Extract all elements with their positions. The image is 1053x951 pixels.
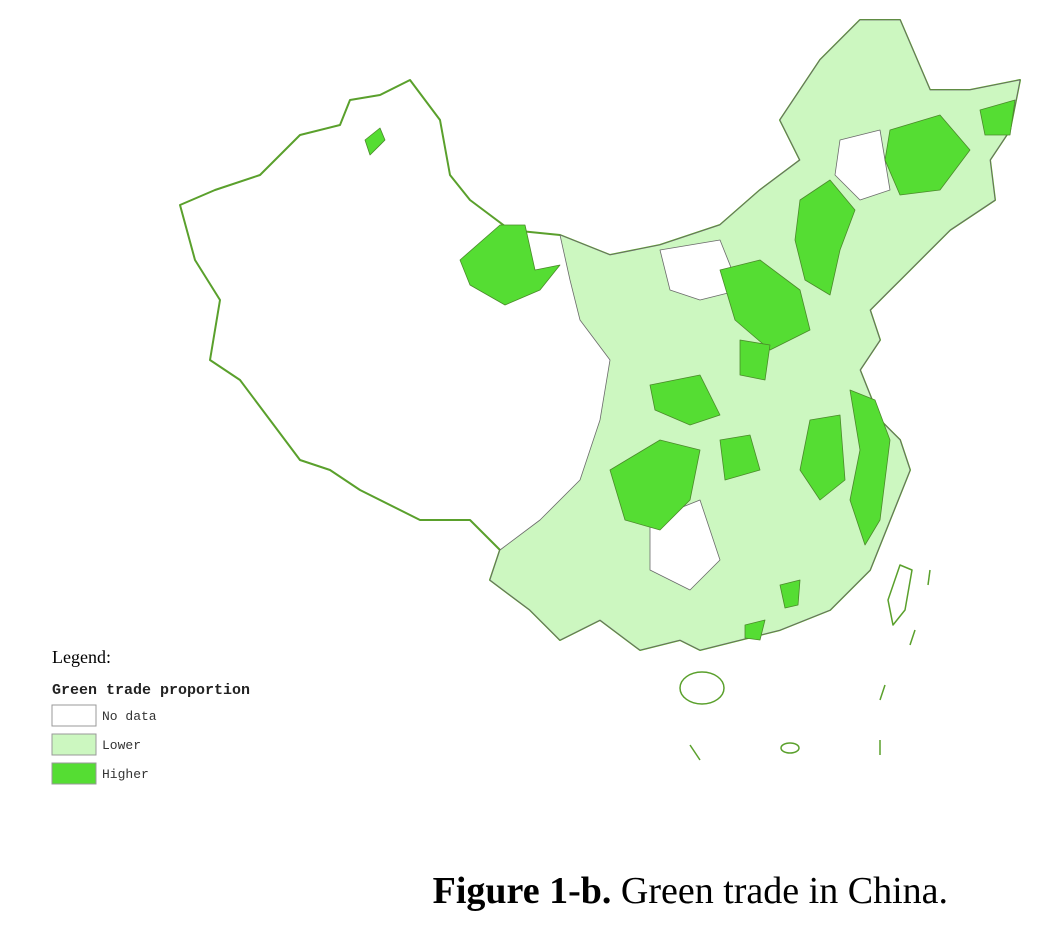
legend-title: Green trade proportion (52, 682, 250, 699)
taiwan-island (887, 564, 913, 626)
higher-region (364, 127, 386, 156)
higher-region (979, 99, 1016, 136)
higher-region (719, 259, 811, 351)
legend: Legend: Green trade proportion No data Lo… (51, 647, 250, 785)
higher-region (884, 114, 971, 196)
hainan-island (679, 671, 725, 705)
boundary-dash (879, 684, 886, 701)
boundary-dash (909, 629, 916, 646)
higher-region (744, 619, 766, 641)
figure-caption: Figure 1-b. Green trade in China. (433, 870, 948, 912)
reef (780, 742, 800, 754)
legend-swatch (51, 733, 97, 756)
legend-heading: Legend: (52, 647, 111, 667)
legend-label: No data (102, 709, 157, 724)
legend-swatch (51, 704, 97, 727)
caption-label: Figure 1-b. (433, 870, 612, 912)
higher-region (799, 414, 846, 501)
higher-region (849, 389, 891, 546)
legend-swatch (51, 762, 97, 785)
legend-label: Higher (102, 767, 149, 782)
higher-region (739, 339, 771, 381)
higher-region (719, 434, 761, 481)
higher-region (779, 579, 801, 609)
higher-region (459, 224, 561, 306)
legend-label: Lower (102, 738, 141, 753)
no-data-region (649, 129, 891, 591)
higher-regions (364, 99, 1016, 641)
higher-region (649, 374, 721, 426)
higher-region (609, 439, 701, 531)
sea-boundaries (689, 569, 931, 761)
higher-region (794, 179, 856, 296)
boundary-dash (927, 569, 931, 586)
boundary-dash (689, 744, 701, 761)
caption-text: Green trade in China. (621, 870, 948, 912)
map (179, 19, 1021, 761)
